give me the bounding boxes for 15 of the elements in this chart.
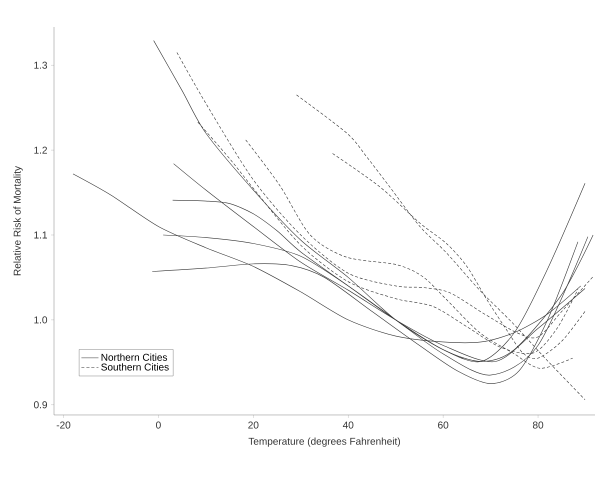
x-tick-label: 80 (532, 422, 544, 429)
y-tick-label: 1.3 (34, 62, 48, 69)
x-tick-label: 0 (156, 422, 161, 429)
x-tick-label: -20 (56, 422, 70, 429)
y-axis-title: Relative Risk of Mortality (13, 166, 23, 276)
y-tick-label: 1.0 (34, 316, 48, 324)
legend-label: Northern Cities (102, 353, 168, 361)
y-tick-label: 1.1 (34, 232, 47, 238)
legend-label: Southern Cities (101, 363, 169, 371)
y-tick-label: 0.9 (34, 401, 48, 408)
x-tick-label: 60 (438, 422, 448, 429)
x-axis-title: Temperature (degrees Fahrenheit) (248, 437, 400, 447)
x-tick-label: 40 (342, 422, 354, 429)
x-tick-label: 20 (248, 422, 258, 429)
y-tick-label: 1.2 (34, 146, 47, 154)
